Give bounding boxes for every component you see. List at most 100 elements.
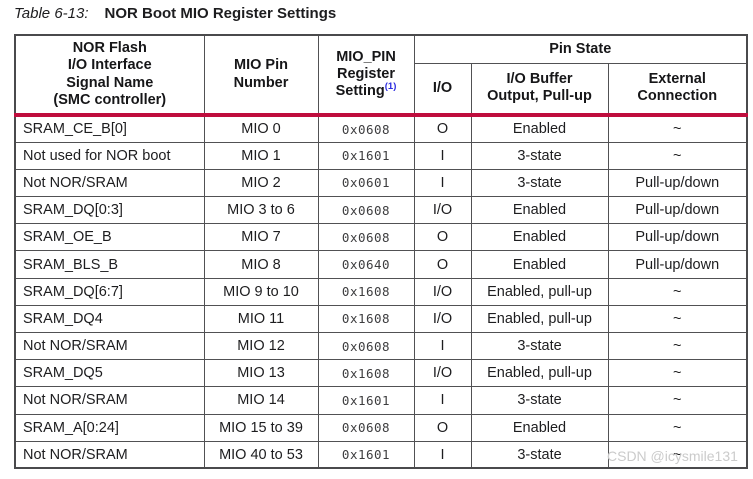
table-row: Not NOR/SRAM MIO 12 0x0608 I 3-state ~: [14, 331, 748, 361]
cell-signal: SRAM_DQ[6:7]: [14, 277, 205, 306]
cell-pin: MIO 2: [203, 168, 319, 198]
cell-register: 0x1608: [317, 277, 415, 306]
cell-pin: MIO 15 to 39: [203, 413, 319, 442]
table-row: SRAM_CE_B[0] MIO 0 0x0608 O Enabled ~: [14, 114, 748, 143]
table-row: Not NOR/SRAM MIO 40 to 53 0x1601 I 3-sta…: [14, 440, 748, 469]
footnote-1-link[interactable]: (1): [384, 81, 397, 93]
cell-buffer: Enabled: [470, 223, 609, 252]
table-number: Table 6-13:: [14, 5, 89, 22]
cell-external: Pull-up/down: [607, 223, 748, 252]
col-header-pin-state-label: Pin State: [549, 40, 612, 57]
cell-io: I/O: [413, 359, 472, 388]
cell-external: Pull-up/down: [607, 168, 748, 198]
cell-register: 0x0608: [317, 196, 415, 225]
cell-io: O: [413, 223, 472, 252]
cell-external: ~: [607, 359, 748, 388]
cell-register: 0x0608: [317, 114, 415, 143]
cell-io: O: [413, 250, 472, 279]
cell-pin: MIO 0: [203, 114, 319, 143]
cell-io: I: [413, 331, 472, 361]
cell-register: 0x0608: [317, 413, 415, 442]
cell-external: ~: [607, 277, 748, 306]
cell-pin: MIO 14: [203, 386, 319, 415]
col-header-io: I/O: [413, 62, 472, 117]
cell-external: ~: [607, 304, 748, 334]
table-row: Not NOR/SRAM MIO 14 0x1601 I 3-state ~: [14, 386, 748, 415]
col-header-signal-name: NOR Flash I/O Interface Signal Name (SMC…: [14, 34, 205, 117]
cell-signal: Not NOR/SRAM: [14, 331, 205, 361]
cell-signal: SRAM_A[0:24]: [14, 413, 205, 442]
cell-register: 0x0608: [317, 223, 415, 252]
cell-buffer: Enabled: [470, 413, 609, 442]
table-row: SRAM_DQ4 MIO 11 0x1608 I/O Enabled, pull…: [14, 304, 748, 334]
col-header-io-buffer-label: I/O Buffer Output, Pull-up: [487, 71, 592, 105]
cell-io: O: [413, 114, 472, 143]
col-header-pin-state: Pin State: [413, 34, 748, 64]
cell-pin: MIO 9 to 10: [203, 277, 319, 306]
cell-signal: SRAM_DQ4: [14, 304, 205, 334]
nor-boot-mio-register-table: NOR Flash I/O Interface Signal Name (SMC…: [14, 34, 748, 470]
cell-pin: MIO 3 to 6: [203, 196, 319, 225]
cell-buffer: Enabled: [470, 196, 609, 225]
table-row: SRAM_BLS_B MIO 8 0x0640 O Enabled Pull-u…: [14, 250, 748, 279]
cell-io: I: [413, 440, 472, 469]
cell-io: I: [413, 168, 472, 198]
cell-io: I/O: [413, 304, 472, 334]
table-caption: Table 6-13: NOR Boot MIO Register Setting…: [14, 5, 336, 22]
cell-signal: Not NOR/SRAM: [14, 386, 205, 415]
col-header-register-label: MIO_PIN Register Setting: [335, 48, 396, 100]
cell-pin: MIO 8: [203, 250, 319, 279]
cell-pin: MIO 40 to 53: [203, 440, 319, 469]
cell-io: I: [413, 141, 472, 170]
col-header-signal-name-label: NOR Flash I/O Interface Signal Name (SMC…: [53, 40, 167, 108]
col-header-mio-pin-register-setting: MIO_PIN Register Setting(1): [317, 34, 415, 117]
cell-buffer: 3-state: [470, 168, 609, 198]
table-title: NOR Boot MIO Register Settings: [104, 5, 337, 22]
cell-signal: Not used for NOR boot: [14, 141, 205, 170]
cell-buffer: 3-state: [470, 440, 609, 469]
cell-external: ~: [607, 331, 748, 361]
cell-external: Pull-up/down: [607, 196, 748, 225]
cell-buffer: 3-state: [470, 331, 609, 361]
cell-buffer: Enabled: [470, 114, 609, 143]
cell-register: 0x0640: [317, 250, 415, 279]
cell-external: Pull-up/down: [607, 250, 748, 279]
cell-pin: MIO 12: [203, 331, 319, 361]
table-row: Not NOR/SRAM MIO 2 0x0601 I 3-state Pull…: [14, 168, 748, 198]
table-row: SRAM_DQ[6:7] MIO 9 to 10 0x1608 I/O Enab…: [14, 277, 748, 306]
cell-buffer: 3-state: [470, 386, 609, 415]
cell-register: 0x1601: [317, 141, 415, 170]
col-header-external-connection: External Connection: [607, 62, 748, 117]
cell-pin: MIO 7: [203, 223, 319, 252]
table-row: SRAM_DQ5 MIO 13 0x1608 I/O Enabled, pull…: [14, 359, 748, 388]
cell-io: I/O: [413, 277, 472, 306]
cell-signal: Not NOR/SRAM: [14, 168, 205, 198]
cell-register: 0x0601: [317, 168, 415, 198]
cell-pin: MIO 11: [203, 304, 319, 334]
cell-register: 0x0608: [317, 331, 415, 361]
cell-pin: MIO 1: [203, 141, 319, 170]
cell-signal: SRAM_DQ5: [14, 359, 205, 388]
cell-pin: MIO 13: [203, 359, 319, 388]
cell-register: 0x1601: [317, 386, 415, 415]
cell-external: ~: [607, 440, 748, 469]
cell-signal: SRAM_BLS_B: [14, 250, 205, 279]
cell-register: 0x1601: [317, 440, 415, 469]
cell-signal: SRAM_OE_B: [14, 223, 205, 252]
cell-buffer: Enabled, pull-up: [470, 359, 609, 388]
table-row: SRAM_A[0:24] MIO 15 to 39 0x0608 O Enabl…: [14, 413, 748, 442]
cell-external: ~: [607, 114, 748, 143]
cell-buffer: Enabled, pull-up: [470, 277, 609, 306]
col-header-mio-pin-number: MIO Pin Number: [203, 34, 319, 117]
col-header-io-buffer: I/O Buffer Output, Pull-up: [470, 62, 609, 117]
cell-signal: SRAM_CE_B[0]: [14, 114, 205, 143]
cell-signal: SRAM_DQ[0:3]: [14, 196, 205, 225]
cell-register: 0x1608: [317, 359, 415, 388]
table-row: SRAM_DQ[0:3] MIO 3 to 6 0x0608 I/O Enabl…: [14, 196, 748, 225]
col-header-mio-pin-number-label: MIO Pin Number: [233, 57, 289, 91]
cell-register: 0x1608: [317, 304, 415, 334]
cell-io: I: [413, 386, 472, 415]
col-header-external-connection-label: External Connection: [637, 71, 718, 105]
cell-io: I/O: [413, 196, 472, 225]
cell-buffer: Enabled: [470, 250, 609, 279]
